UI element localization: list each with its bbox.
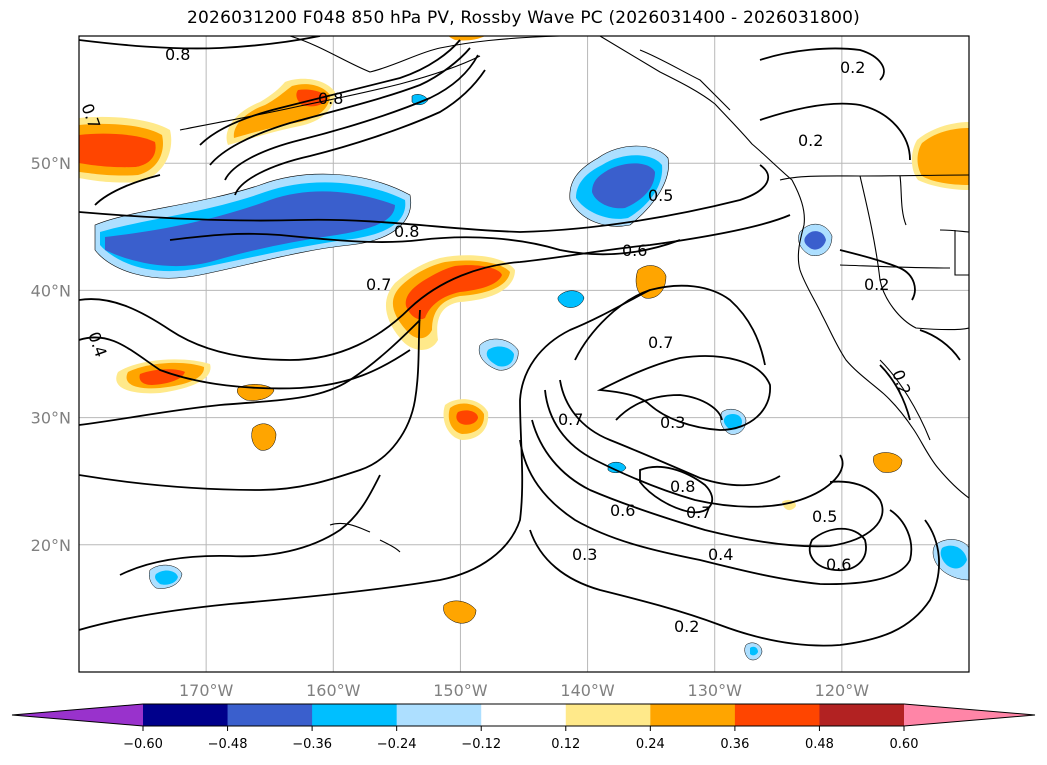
lat-tick-label: 50°N bbox=[31, 154, 71, 173]
contour-label: 0.5 bbox=[812, 507, 837, 526]
lat-axis: 20°N 30°N 40°N 50°N bbox=[31, 154, 71, 555]
lon-tick-label: 140°W bbox=[560, 681, 615, 700]
colorbar-tick-label: 0.12 bbox=[551, 737, 580, 752]
contour-label: 0.8 bbox=[670, 477, 695, 496]
map-content: 0.8 0.8 0.7 0.2 0.2 0.5 0.8 0.6 0.7 0.4 … bbox=[79, 36, 969, 672]
colorbar-bin bbox=[565, 704, 651, 726]
map-frame bbox=[78, 35, 970, 673]
colorbar-extend-low bbox=[12, 704, 143, 726]
colorbar-bin bbox=[143, 704, 229, 726]
lat-tick-label: 40°N bbox=[31, 281, 71, 300]
contour-label: 0.7 bbox=[558, 410, 583, 429]
contour-label: 0.7 bbox=[648, 333, 673, 352]
shade-orange-small-west bbox=[116, 359, 277, 451]
colorbar-bin bbox=[481, 704, 567, 726]
colorbar-tick-label: 0.36 bbox=[720, 737, 749, 752]
lon-tick-label: 150°W bbox=[433, 681, 488, 700]
colorbar-bin bbox=[227, 704, 313, 726]
contour-label: 0.7 bbox=[686, 503, 711, 522]
map-title: 2026031200 F048 850 hPa PV, Rossby Wave … bbox=[187, 8, 860, 28]
map-plot: 0.8 0.8 0.7 0.2 0.2 0.5 0.8 0.6 0.7 0.4 … bbox=[31, 35, 970, 700]
shade-blue-west-band bbox=[94, 173, 412, 279]
contour-label: 0.6 bbox=[826, 555, 851, 574]
contour-label: 0.2 bbox=[674, 617, 699, 636]
colorbar-bin bbox=[819, 704, 905, 726]
shade-orange-center bbox=[385, 255, 515, 350]
pv-shading bbox=[79, 36, 969, 661]
coastlines bbox=[179, 36, 969, 553]
colorbar-tick-label: −0.60 bbox=[123, 737, 163, 752]
contour-label: 0.6 bbox=[610, 501, 635, 520]
lon-tick-label: 170°W bbox=[179, 681, 234, 700]
contour-label: 0.2 bbox=[840, 58, 865, 77]
lon-tick-label: 160°W bbox=[306, 681, 361, 700]
shade-orange-misc bbox=[443, 36, 969, 624]
contour-label: 0.8 bbox=[165, 45, 190, 64]
contour-label: 0.8 bbox=[394, 222, 419, 241]
colorbar-tick-label: −0.12 bbox=[461, 737, 501, 752]
colorbar-tick-label: 0.48 bbox=[805, 737, 834, 752]
contour-label: 0.3 bbox=[572, 545, 597, 564]
lat-tick-label: 30°N bbox=[31, 409, 71, 428]
colorbar-tick-label: 0.24 bbox=[636, 737, 665, 752]
colorbar-bin bbox=[650, 704, 736, 726]
shade-blue-small bbox=[149, 94, 969, 661]
pv-contours bbox=[79, 36, 961, 647]
colorbar-outline bbox=[11, 703, 1036, 727]
colorbar-tick-label: −0.36 bbox=[292, 737, 332, 752]
contour-label: 0.2 bbox=[864, 275, 889, 294]
colorbar-body bbox=[11, 703, 1036, 727]
contour-label: 0.8 bbox=[318, 89, 343, 108]
contour-label: 0.2 bbox=[798, 131, 823, 150]
colorbar-bin bbox=[396, 704, 482, 726]
lon-axis: 170°W 160°W 150°W 140°W 130°W 120°W bbox=[179, 681, 869, 700]
contour-label: 0.7 bbox=[366, 275, 391, 294]
shade-orange-left-edge bbox=[79, 116, 172, 183]
contour-label: 0.4 bbox=[708, 545, 733, 564]
contour-label: 0.6 bbox=[622, 241, 647, 260]
colorbar-extend-high bbox=[904, 704, 1035, 726]
lat-tick-label: 20°N bbox=[31, 536, 71, 555]
contour-label: 0.5 bbox=[648, 186, 673, 205]
shade-blue-north-center bbox=[569, 145, 669, 227]
shade-orange-midpac bbox=[443, 399, 489, 440]
colorbar-tick-label: −0.48 bbox=[208, 737, 248, 752]
colorbar-tick-label: 0.60 bbox=[890, 737, 919, 752]
lon-tick-label: 120°W bbox=[815, 681, 870, 700]
contour-label: 0.3 bbox=[660, 413, 685, 432]
lon-tick-label: 130°W bbox=[688, 681, 743, 700]
colorbar-ticks: −0.60 −0.48 −0.36 −0.24 −0.12 0.12 0.24 0.36 0.4… bbox=[123, 726, 918, 752]
colorbar-bin bbox=[734, 704, 820, 726]
colorbar-tick-label: −0.24 bbox=[377, 737, 417, 752]
colorbar-bin bbox=[312, 704, 398, 726]
